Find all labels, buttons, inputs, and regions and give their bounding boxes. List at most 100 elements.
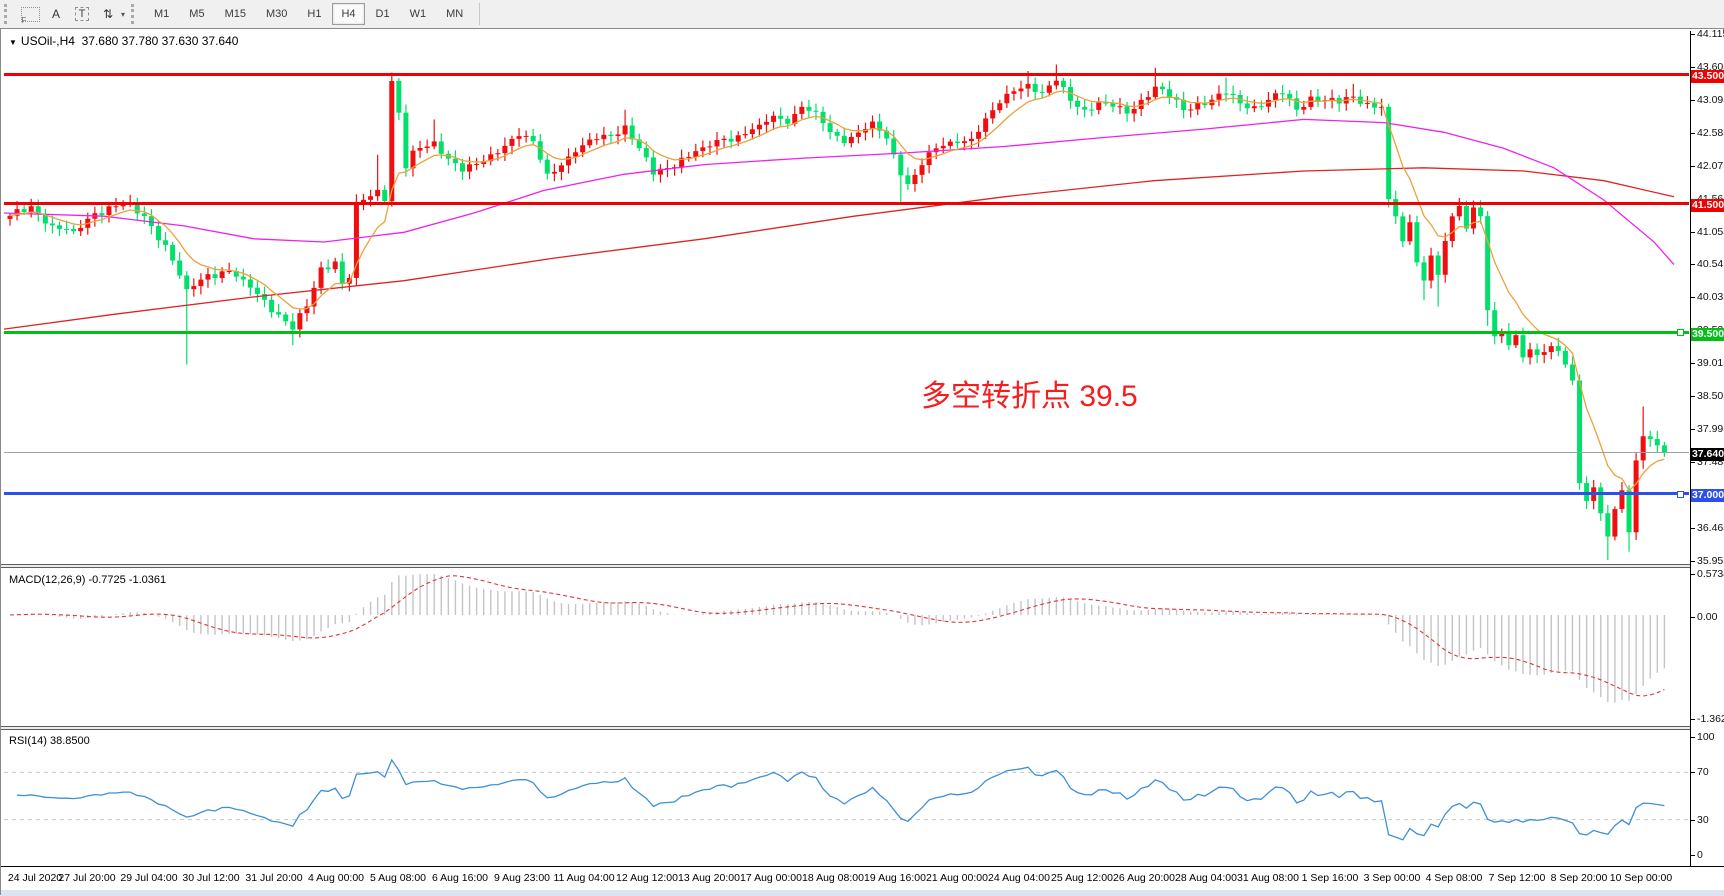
font-tool-button[interactable]: F: [18, 2, 42, 26]
timeframe-button-m5[interactable]: M5: [189, 8, 205, 20]
dropdown-caret-icon[interactable]: ▾: [121, 9, 126, 19]
date-tick: 1 Sep 16:00: [1301, 872, 1359, 884]
price-tick: 42.075: [1691, 160, 1724, 173]
rsi-tick: 100: [1691, 731, 1724, 744]
date-tick: 18 Aug 08:00: [802, 872, 864, 884]
timeframe-group: M1 M5 M15 M30 H1 H4 D1 W1 MN: [144, 3, 473, 25]
hline-resistance-41.5[interactable]: [4, 202, 1689, 205]
date-tick: 4 Sep 08:00: [1425, 872, 1483, 884]
price-tick: 35.955: [1691, 555, 1724, 568]
ma-medium-line: [4, 118, 1675, 266]
toolbar-grip[interactable]: [4, 4, 12, 24]
price-tick: 36.465: [1691, 522, 1724, 535]
price-tick: 43.095: [1691, 94, 1724, 107]
macd-label: MACD(12,26,9) -0.7725 -1.0361: [9, 574, 167, 586]
toolbar-separator: [479, 3, 481, 25]
date-tick: 3 Sep 00:00: [1363, 872, 1421, 884]
textbox-tool-icon: T: [74, 7, 90, 21]
macd-signal-line: [9, 575, 1665, 697]
price-tick: 41.055: [1691, 226, 1724, 239]
date-tick: 24 Jul 2020: [7, 872, 63, 884]
date-tick: 25 Aug 12:00: [1051, 872, 1113, 884]
macd-tick: 0.5734: [1691, 568, 1724, 581]
date-tick: 17 Aug 00:00: [740, 872, 802, 884]
window-bottom-strip: [1, 890, 1724, 896]
timeframe-button-mn[interactable]: MN: [446, 8, 464, 20]
chart-title: ▼ USOil-,H4 37.680 37.780 37.630 37.640: [9, 34, 238, 48]
toolbar-grip-2[interactable]: [131, 4, 139, 24]
timeframe-button-d1[interactable]: D1: [375, 8, 390, 20]
date-tick: 28 Aug 04:00: [1175, 872, 1237, 884]
price-tag-43.500: 43.500: [1691, 70, 1724, 83]
bid-price-tag: 37.640: [1691, 448, 1724, 461]
date-tick: 31 Jul 20:00: [245, 872, 303, 884]
price-tick: 40.545: [1691, 258, 1724, 271]
rsi-tick: 30: [1691, 814, 1724, 827]
hline-support-39.5[interactable]: [4, 331, 1689, 334]
price-tick: 42.585: [1691, 127, 1724, 140]
date-tick: 27 Jul 20:00: [58, 872, 116, 884]
price-tag-41.500: 41.500: [1691, 199, 1724, 212]
price-tag-37.000: 37.000: [1691, 489, 1724, 502]
textbox-tool-button[interactable]: T: [70, 2, 94, 26]
ohlc-values: 37.680 37.780 37.630 37.640: [81, 34, 239, 48]
date-tick: 9 Aug 23:00: [493, 872, 551, 884]
chart-plot[interactable]: [4, 31, 1689, 866]
timeframe-button-h1[interactable]: H1: [307, 8, 322, 20]
date-tick: 29 Jul 04:00: [120, 872, 178, 884]
chart-window: ▼ USOil-,H4 37.680 37.780 37.630 37.640 M…: [0, 28, 1724, 896]
timeframe-button-m15[interactable]: M15: [224, 8, 246, 20]
chart-annotation-text[interactable]: 多空转折点 39.5: [921, 380, 1138, 413]
price-tick: 38.505: [1691, 390, 1724, 403]
timeframe-button-w1[interactable]: W1: [409, 8, 427, 20]
date-tick: 12 Aug 12:00: [616, 872, 678, 884]
date-tick: 5 Aug 08:00: [369, 872, 427, 884]
date-tick: 6 Aug 16:00: [431, 872, 489, 884]
date-tick: 8 Sep 20:00: [1550, 872, 1608, 884]
price-axis[interactable]: 44.11543.60543.09542.58542.07541.56541.0…: [1690, 28, 1724, 867]
ma-fast-line: [9, 90, 1665, 492]
price-tick: 37.995: [1691, 423, 1724, 436]
date-tick: 10 Sep 00:00: [1609, 872, 1673, 884]
symbol-period: USOil-,H4: [20, 34, 75, 48]
macd-tick: 0.00: [1691, 611, 1724, 624]
date-tick: 7 Sep 12:00: [1488, 872, 1546, 884]
toolbar: F A T ⇅ ▾ M1 M5 M15 M30 H1 H4 D1 W1 MN: [0, 0, 1724, 29]
timeframe-button-h4[interactable]: H4: [332, 3, 365, 25]
hline-handle[interactable]: [1677, 491, 1684, 498]
hline-support-37.0[interactable]: [4, 492, 1689, 495]
price-tick: 40.035: [1691, 291, 1724, 304]
rsi-label: RSI(14) 38.8500: [9, 735, 90, 747]
rsi-tick: 70: [1691, 766, 1724, 779]
date-tick: 11 Aug 04:00: [553, 872, 615, 884]
rsi-tick: 0: [1691, 849, 1724, 862]
timeframe-button-m1[interactable]: M1: [154, 8, 170, 20]
macd-tick: -1.3628: [1691, 713, 1724, 726]
hline-resistance-43.5[interactable]: [4, 73, 1689, 76]
rsi-line: [17, 758, 1665, 841]
bid-price-line: [4, 452, 1689, 453]
date-tick: 21 Aug 00:00: [926, 872, 988, 884]
price-tick: 39.015: [1691, 357, 1724, 370]
date-tick: 30 Jul 12:00: [182, 872, 240, 884]
candles[interactable]: [7, 64, 1667, 561]
pane-splitter-rsi[interactable]: [1, 726, 1724, 730]
font-tool-icon: F: [20, 6, 40, 25]
cycle-lines-button[interactable]: ⇅: [102, 7, 114, 21]
price-tick: 44.115: [1691, 28, 1724, 41]
timeframe-button-m30[interactable]: M30: [265, 8, 288, 20]
collapse-arrow-icon[interactable]: ▼: [9, 38, 17, 47]
hline-handle[interactable]: [1677, 329, 1684, 336]
price-tag-39.500: 39.500: [1691, 328, 1724, 341]
macd-histogram: [16, 574, 1666, 703]
date-tick: 13 Aug 20:00: [678, 872, 740, 884]
label-tool-button[interactable]: A: [51, 7, 60, 21]
date-tick: 26 Aug 20:00: [1113, 872, 1175, 884]
date-tick: 24 Aug 04:00: [988, 872, 1050, 884]
ma-slow-line: [4, 167, 1675, 330]
date-tick: 31 Aug 08:00: [1237, 872, 1299, 884]
pane-splitter-macd[interactable]: [1, 564, 1724, 568]
date-tick: 19 Aug 16:00: [864, 872, 926, 884]
date-axis[interactable]: 24 Jul 2020 27 Jul 20:00 29 Jul 04:00 30 Ju…: [1, 866, 1724, 891]
date-tick: 4 Aug 00:00: [307, 872, 365, 884]
